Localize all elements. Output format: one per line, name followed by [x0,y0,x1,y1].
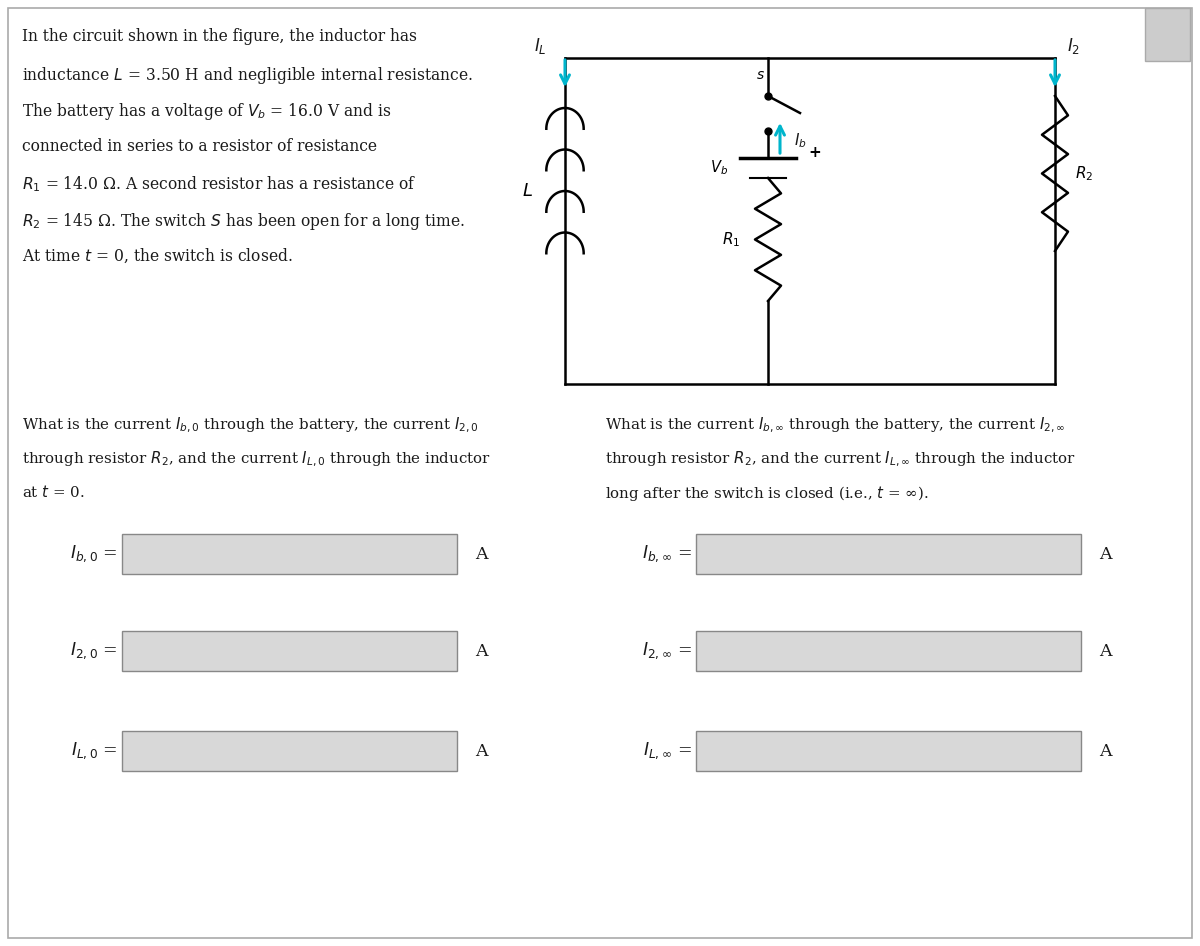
Text: $I_2$: $I_2$ [1067,36,1080,56]
Text: +: + [808,145,821,160]
Text: $I_{L,0}$ =: $I_{L,0}$ = [71,741,118,762]
FancyBboxPatch shape [122,534,457,574]
FancyBboxPatch shape [696,631,1081,671]
Text: $R_2$: $R_2$ [1075,165,1093,183]
Text: $I_L$: $I_L$ [534,36,547,56]
Text: $I_{L,\infty}$ =: $I_{L,\infty}$ = [643,741,692,762]
Text: $I_{2,\infty}$ =: $I_{2,\infty}$ = [642,640,692,661]
Text: A: A [1099,743,1111,760]
Text: long after the switch is closed (i.e., $t$ = ∞).: long after the switch is closed (i.e., $… [605,484,929,503]
FancyBboxPatch shape [122,731,457,771]
Text: $I_b$: $I_b$ [794,131,806,150]
FancyBboxPatch shape [8,8,1192,938]
FancyBboxPatch shape [1145,8,1190,61]
Text: A: A [1099,642,1111,659]
Text: $I_{b,0}$ =: $I_{b,0}$ = [71,544,118,565]
FancyBboxPatch shape [122,631,457,671]
FancyBboxPatch shape [696,534,1081,574]
Text: What is the current $I_{b,\infty}$ through the battery, the current $I_{2,\infty: What is the current $I_{b,\infty}$ throu… [605,416,1066,435]
FancyBboxPatch shape [696,731,1081,771]
Text: $s$: $s$ [756,68,764,82]
Text: The battery has a voltage of $V_b$ = 16.0 V and is: The battery has a voltage of $V_b$ = 16.… [22,101,391,122]
Text: At time $t$ = 0, the switch is closed.: At time $t$ = 0, the switch is closed. [22,247,293,265]
Text: $V_b$: $V_b$ [710,159,728,177]
Text: $R_1$ = 14.0 Ω. A second resistor has a resistance of: $R_1$ = 14.0 Ω. A second resistor has a … [22,174,416,194]
Text: $R_1$: $R_1$ [721,230,740,249]
Text: $I_{2,0}$ =: $I_{2,0}$ = [71,640,118,661]
Text: at $t$ = 0.: at $t$ = 0. [22,484,85,500]
Text: $I_{b,\infty}$ =: $I_{b,\infty}$ = [642,544,692,565]
Text: What is the current $I_{b,0}$ through the battery, the current $I_{2,0}$: What is the current $I_{b,0}$ through th… [22,416,479,435]
Text: inductance $L$ = 3.50 H and negligible internal resistance.: inductance $L$ = 3.50 H and negligible i… [22,64,473,85]
Text: through resistor $R_2$, and the current $I_{L,0}$ through the inductor: through resistor $R_2$, and the current … [22,450,491,469]
Text: A: A [475,546,487,563]
Text: $R_2$ = 145 Ω. The switch $S$ has been open for a long time.: $R_2$ = 145 Ω. The switch $S$ has been o… [22,211,466,232]
Text: A: A [1099,546,1111,563]
Text: A: A [475,642,487,659]
Text: connected in series to a resistor of resistance: connected in series to a resistor of res… [22,137,377,154]
Text: In the circuit shown in the figure, the inductor has: In the circuit shown in the figure, the … [22,28,416,45]
Text: $L$: $L$ [522,182,533,200]
Text: A: A [475,743,487,760]
Text: through resistor $R_2$, and the current $I_{L,\infty}$ through the inductor: through resistor $R_2$, and the current … [605,450,1076,469]
